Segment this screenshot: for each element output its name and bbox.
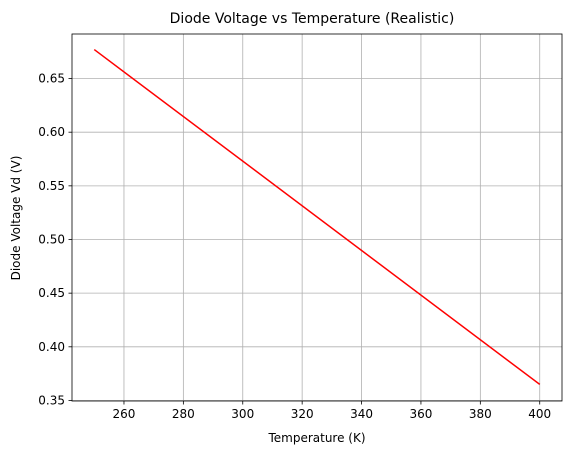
x-tick-label: 360 — [409, 407, 432, 421]
y-axis-ticks: 0.35 0.40 0.45 0.50 0.55 0.60 0.65 — [38, 72, 72, 407]
x-tick-label: 340 — [350, 407, 373, 421]
y-tick-label: 0.65 — [38, 72, 65, 86]
x-tick-label: 300 — [231, 407, 254, 421]
grid — [72, 34, 562, 401]
axes — [71, 33, 563, 402]
y-tick-label: 0.50 — [38, 232, 65, 246]
series-line — [93, 48, 541, 385]
y-tick-label: 0.35 — [38, 393, 65, 407]
x-tick-label: 320 — [291, 407, 314, 421]
y-tick-label: 0.45 — [38, 286, 65, 300]
x-axis-label: Temperature (K) — [267, 431, 365, 445]
chart-title: Diode Voltage vs Temperature (Realistic) — [170, 11, 455, 27]
x-tick-label: 260 — [113, 407, 136, 421]
x-tick-label: 380 — [469, 407, 492, 421]
y-tick-label: 0.60 — [38, 125, 65, 139]
y-tick-label: 0.55 — [38, 179, 65, 193]
plot-frame — [71, 33, 563, 402]
y-tick-label: 0.40 — [38, 340, 65, 354]
series-layer — [93, 48, 541, 385]
x-tick-label: 400 — [528, 407, 551, 421]
x-tick-label: 280 — [172, 407, 195, 421]
x-axis-ticks: 260 280 300 320 340 360 380 400 — [113, 401, 551, 421]
y-axis-label: Diode Voltage Vd (V) — [9, 156, 23, 281]
